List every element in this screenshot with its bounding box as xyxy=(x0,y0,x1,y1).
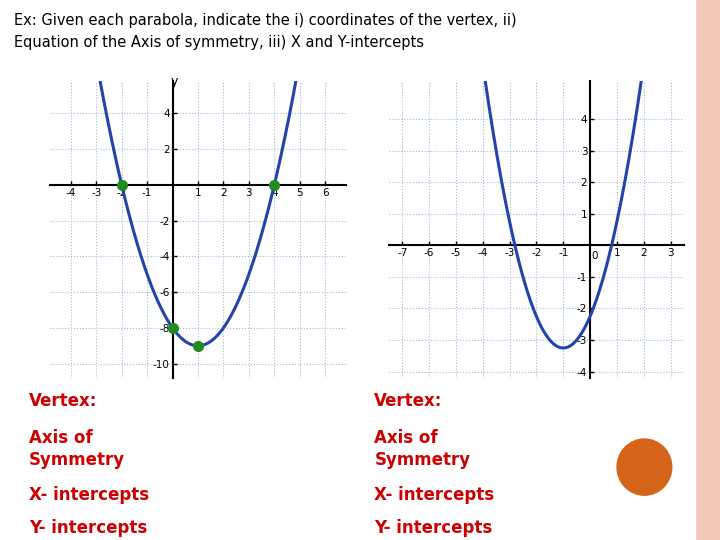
Text: Equation of the Axis of symmetry, iii) X and Y-intercepts: Equation of the Axis of symmetry, iii) X… xyxy=(14,35,424,50)
Text: y: y xyxy=(171,75,179,88)
Text: Vertex:: Vertex: xyxy=(374,392,443,409)
Text: X- intercepts: X- intercepts xyxy=(374,486,495,504)
Text: 0: 0 xyxy=(592,251,598,261)
Text: Symmetry: Symmetry xyxy=(374,451,471,469)
Text: Axis of: Axis of xyxy=(29,429,92,447)
Text: Axis of: Axis of xyxy=(374,429,438,447)
Text: Symmetry: Symmetry xyxy=(29,451,125,469)
Text: Vertex:: Vertex: xyxy=(29,392,97,409)
Text: Y- intercepts: Y- intercepts xyxy=(29,519,147,537)
Text: X- intercepts: X- intercepts xyxy=(29,486,149,504)
Text: Y- intercepts: Y- intercepts xyxy=(374,519,492,537)
Text: Ex: Given each parabola, indicate the i) coordinates of the vertex, ii): Ex: Given each parabola, indicate the i)… xyxy=(14,14,517,29)
